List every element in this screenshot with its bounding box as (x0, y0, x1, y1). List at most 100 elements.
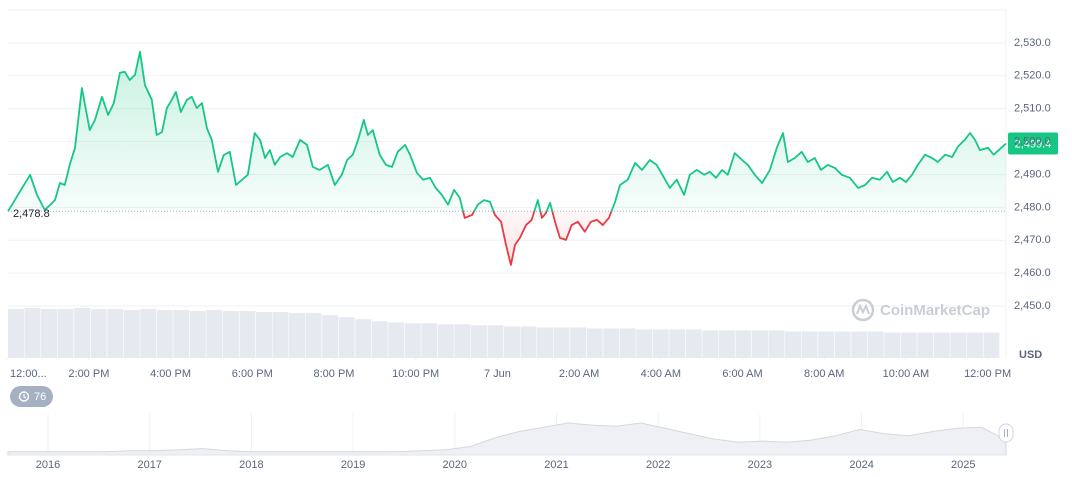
x-tick-label: 12:00 PM (964, 368, 1011, 380)
navigator: 2016 2017 2018 2019 2020 2021 2022 2023 2024 2025 (7, 413, 1014, 471)
x-tick-label: 2:00 AM (559, 368, 599, 380)
navigator-year: 2018 (239, 459, 263, 471)
y-tick-label: 2,500.0 (1014, 135, 1051, 147)
volume-bar (900, 332, 917, 358)
navigator-year: 2025 (951, 459, 975, 471)
volume-bar (470, 325, 487, 358)
volume-bar (189, 311, 206, 358)
y-tick-label: 2,510.0 (1014, 103, 1051, 115)
navigator-area (7, 422, 1007, 456)
price-area (8, 51, 1006, 265)
price-line (7, 50, 1007, 266)
y-tick-label: 2,450.0 (1014, 300, 1051, 312)
volume-bar (884, 332, 901, 358)
price-badge (1008, 132, 1058, 155)
volume-bar (801, 331, 818, 358)
price-badge-label: 2,499.4 (1015, 138, 1052, 150)
volume-bar (90, 309, 107, 358)
volume-bar (272, 312, 289, 358)
volume-bar (933, 332, 950, 358)
volume-bar (107, 309, 124, 358)
volume-bar (355, 319, 372, 358)
y-tick-label: 2,470.0 (1014, 234, 1051, 246)
x-tick-label: 4:00 AM (641, 368, 681, 380)
volume-bar (322, 315, 339, 358)
x-tick-label: 6:00 PM (232, 368, 273, 380)
volume-bar (156, 310, 173, 358)
volume-bar (867, 331, 884, 358)
volume-bar (669, 329, 686, 358)
volume-bar (702, 330, 719, 358)
y-tick-label: 2,480.0 (1014, 201, 1051, 213)
volume-layer (8, 308, 1000, 358)
navigator-year: 2016 (36, 459, 60, 471)
volume-bar (553, 327, 570, 358)
volume-bar (619, 328, 636, 358)
volume-bar (537, 327, 553, 358)
volume-bar (851, 331, 868, 358)
y-tick-label: 2,530.0 (1014, 37, 1051, 49)
volume-bar (785, 331, 801, 358)
volume-bar (239, 311, 256, 358)
watermark-text: CoinMarketCap (880, 302, 990, 319)
volume-bar (57, 309, 74, 358)
volume-bar (404, 323, 421, 358)
x-tick-label: 12:00... (10, 368, 47, 380)
y-tick-label: 2,520.0 (1014, 70, 1051, 82)
volume-bar (123, 310, 140, 358)
volume-bar (256, 312, 272, 358)
volume-bar (487, 325, 504, 358)
baseline-label: 2,478.8 (13, 208, 50, 220)
x-tick-label: 8:00 AM (804, 368, 844, 380)
volume-bar (371, 321, 388, 358)
volume-bar (222, 311, 239, 358)
history-icon (18, 391, 30, 402)
volume-bar (818, 331, 835, 358)
watermark: CoinMarketCap (851, 298, 990, 322)
navigator-year: 2024 (849, 459, 873, 471)
navigator-year: 2023 (748, 459, 772, 471)
volume-bar (305, 313, 322, 358)
history-badge[interactable]: 76 (10, 386, 53, 407)
navigator-year: 2019 (341, 459, 365, 471)
x-tick-label: 10:00 PM (392, 368, 439, 380)
volume-bar (636, 329, 653, 358)
volume-bar (289, 313, 305, 358)
y-tick-label: 2,460.0 (1014, 267, 1051, 279)
volume-bar (173, 310, 190, 358)
volume-bar (8, 309, 24, 358)
volume-bar (140, 309, 157, 358)
volume-bar (966, 332, 983, 358)
volume-bar (917, 332, 934, 358)
volume-bar (768, 330, 785, 358)
volume-bar (437, 324, 454, 358)
plot-layer: 2,478.8 2,499.4 (7, 50, 1058, 266)
x-tick-label: 8:00 PM (314, 368, 355, 380)
volume-bar (74, 308, 91, 358)
volume-bar (504, 326, 520, 358)
badge-bg (10, 386, 53, 407)
volume-bar (520, 326, 537, 358)
volume-bar (718, 330, 735, 358)
volume-bar (685, 329, 702, 358)
volume-bar (834, 331, 851, 358)
volume-bar (41, 309, 57, 358)
x-tick-label: 7 Jun (484, 368, 511, 380)
volume-bar (421, 323, 438, 358)
volume-bar (206, 310, 223, 358)
navigator-handle[interactable] (998, 423, 1014, 443)
history-icon (23, 394, 27, 399)
navigator-year: 2022 (646, 459, 670, 471)
volume-bar (454, 324, 471, 358)
navigator-year: 2021 (544, 459, 568, 471)
x-tick-label: 6:00 AM (722, 368, 762, 380)
volume-bar (950, 332, 967, 358)
volume-bar (735, 330, 752, 358)
badge-text: 76 (34, 391, 46, 403)
volume-bar (24, 308, 41, 358)
y-unit: USD (1019, 349, 1042, 361)
volume-bar (388, 322, 405, 358)
volume-bar (338, 317, 355, 358)
x-tick-label: 4:00 PM (150, 368, 191, 380)
